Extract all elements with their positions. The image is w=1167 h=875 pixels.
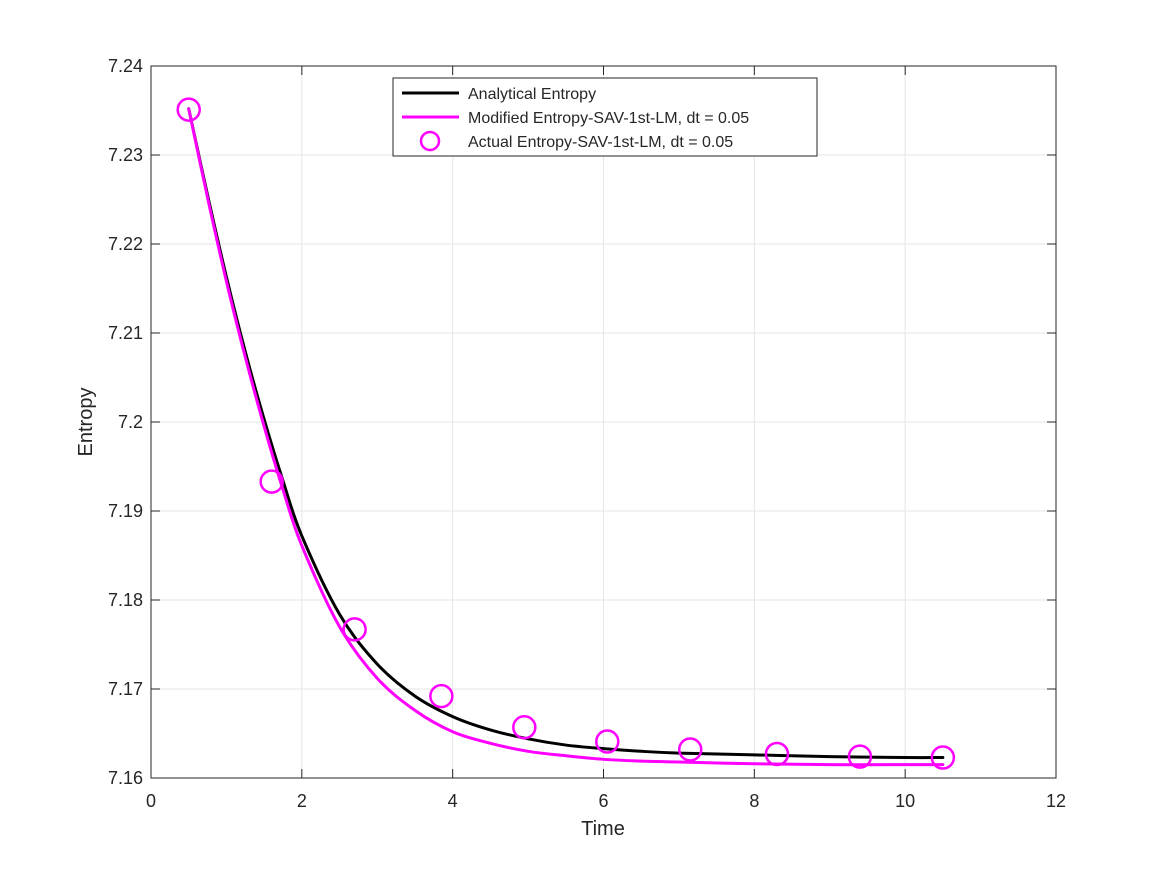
y-tick-label: 7.23	[108, 145, 143, 165]
y-tick-label: 7.19	[108, 501, 143, 521]
actual-entropy-marker	[595, 729, 620, 754]
actual-entropy-marker	[342, 617, 367, 642]
legend-label: Actual Entropy-SAV-1st-LM, dt = 0.05	[468, 134, 733, 151]
x-axis-label: Time	[581, 818, 625, 840]
x-tick-label: 0	[146, 791, 156, 811]
y-tick-label: 7.16	[108, 768, 143, 788]
series-modified-entropy-line	[187, 107, 945, 767]
legend-label: Modified Entropy-SAV-1st-LM, dt = 0.05	[468, 110, 749, 127]
actual-entropy-marker	[176, 97, 201, 122]
actual-entropy-marker	[677, 737, 703, 762]
y-tick-label: 7.18	[108, 590, 143, 610]
x-tick-label: 2	[297, 791, 307, 811]
legend-marker	[419, 130, 441, 152]
x-tick-label: 10	[895, 791, 915, 811]
x-tick-label: 8	[749, 791, 759, 811]
actual-entropy-marker	[930, 745, 956, 770]
x-tick-label: 4	[448, 791, 458, 811]
axes: 0 2 4 6 8 10 12 7.16 7.17 7.18 7.19 7.2 7.21 7.22 7.23…	[108, 56, 1066, 811]
y-tick-label: 7.22	[108, 234, 143, 254]
x-tick-label: 12	[1046, 791, 1066, 811]
actual-entropy-marker	[847, 744, 873, 769]
x-tick-label: 6	[598, 791, 608, 811]
actual-entropy-marker	[259, 469, 284, 494]
y-axis-label: Entropy	[75, 388, 97, 457]
y-tick-label: 7.24	[108, 56, 143, 76]
series-group	[176, 97, 956, 770]
y-tick-label: 7.2	[118, 412, 143, 432]
legend: Analytical Entropy Modified Entropy-SAV-1…	[392, 77, 818, 157]
y-tick-label: 7.21	[108, 323, 143, 343]
actual-entropy-marker	[764, 741, 790, 767]
legend-box	[392, 77, 818, 157]
actual-entropy-marker	[512, 715, 537, 740]
actual-entropy-marker	[429, 683, 454, 709]
legend-label: Analytical Entropy	[468, 86, 596, 103]
y-tick-label: 7.17	[108, 679, 143, 699]
